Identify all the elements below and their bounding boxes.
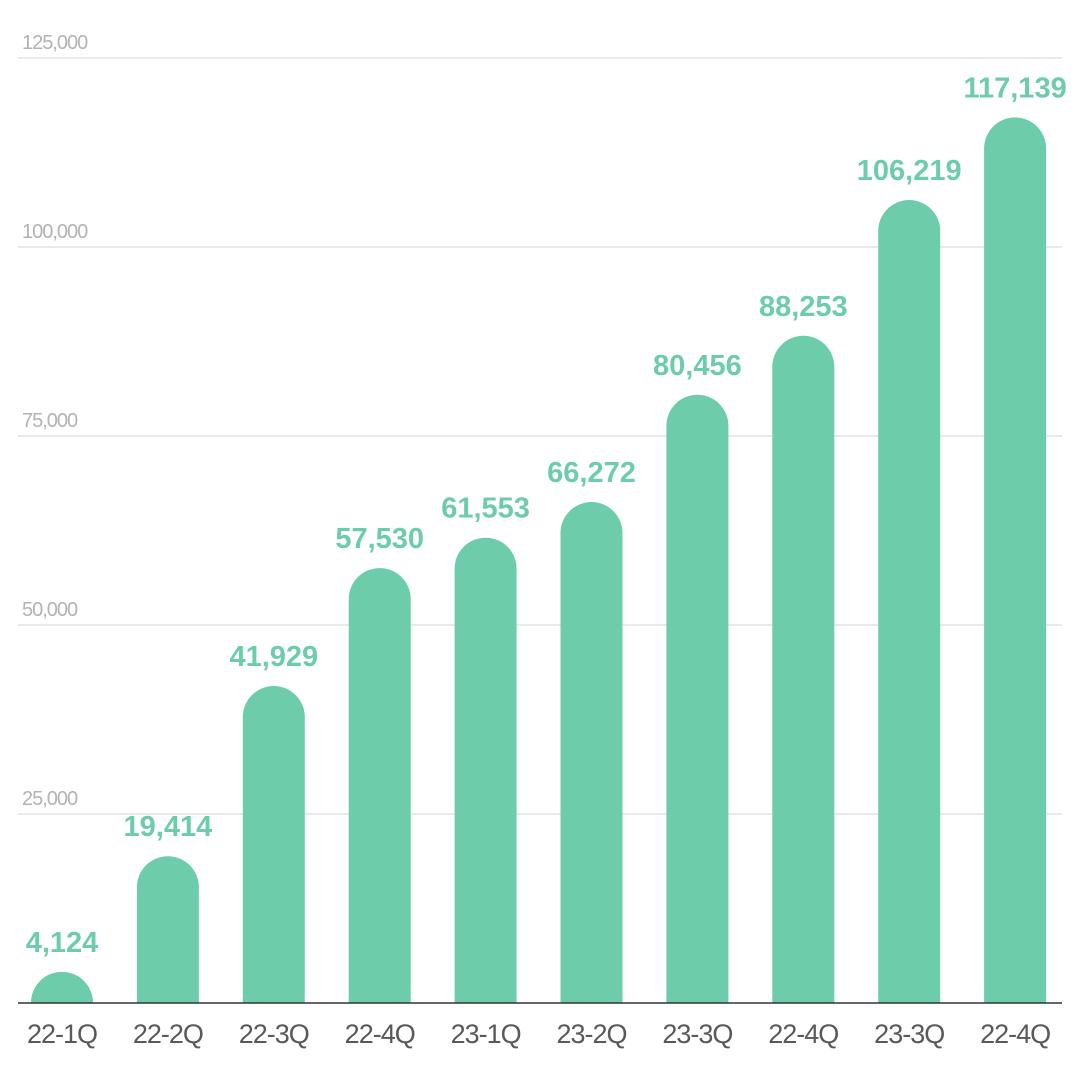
bar [136, 856, 199, 1003]
x-tick-label: 22-4Q [345, 1019, 415, 1049]
bar [348, 568, 411, 1003]
data-label: 57,530 [335, 523, 424, 555]
x-tick-label: 23-2Q [556, 1019, 626, 1049]
bar [560, 501, 623, 1003]
y-axis-ticks: 25,000 50,000 75,000 100,000 125,000 [22, 32, 89, 810]
data-label: 66,272 [547, 457, 636, 489]
y-tick-label: 75,000 [22, 410, 78, 432]
data-label: 106,219 [857, 155, 962, 187]
data-label: 4,124 [26, 927, 99, 959]
bars [31, 117, 1047, 1004]
x-tick-label: 22-2Q [133, 1019, 203, 1049]
bar [454, 537, 517, 1003]
x-tick-label: 22-4Q [768, 1019, 838, 1049]
bar [31, 971, 93, 1003]
y-tick-label: 100,000 [22, 221, 88, 243]
y-tick-label: 25,000 [22, 788, 78, 810]
bar [772, 335, 835, 1003]
bar [242, 686, 305, 1003]
x-tick-label: 23-3Q [662, 1019, 732, 1049]
data-label: 80,456 [653, 350, 742, 382]
data-label: 41,929 [229, 641, 318, 673]
bar [878, 199, 941, 1003]
data-label: 61,553 [441, 493, 530, 525]
x-axis-ticks: 22-1Q 22-2Q 22-3Q 22-4Q 23-1Q 23-2Q 23-3Q 22-4Q… [27, 1019, 1051, 1049]
bar [666, 394, 729, 1003]
x-tick-label: 22-4Q [980, 1019, 1050, 1049]
data-labels: 4,124 19,414 41,929 57,530 61,553 66,272 80,45… [26, 72, 1067, 958]
x-tick-label: 22-3Q [239, 1019, 309, 1049]
data-label: 88,253 [759, 291, 848, 323]
y-tick-label: 50,000 [22, 599, 78, 621]
data-label: 117,139 [963, 72, 1066, 104]
y-tick-label: 125,000 [22, 32, 88, 54]
x-tick-label: 22-1Q [27, 1019, 97, 1049]
data-label: 19,414 [124, 811, 213, 843]
x-tick-label: 23-3Q [874, 1019, 944, 1049]
x-tick-label: 23-1Q [451, 1019, 521, 1049]
bar [984, 117, 1047, 1004]
